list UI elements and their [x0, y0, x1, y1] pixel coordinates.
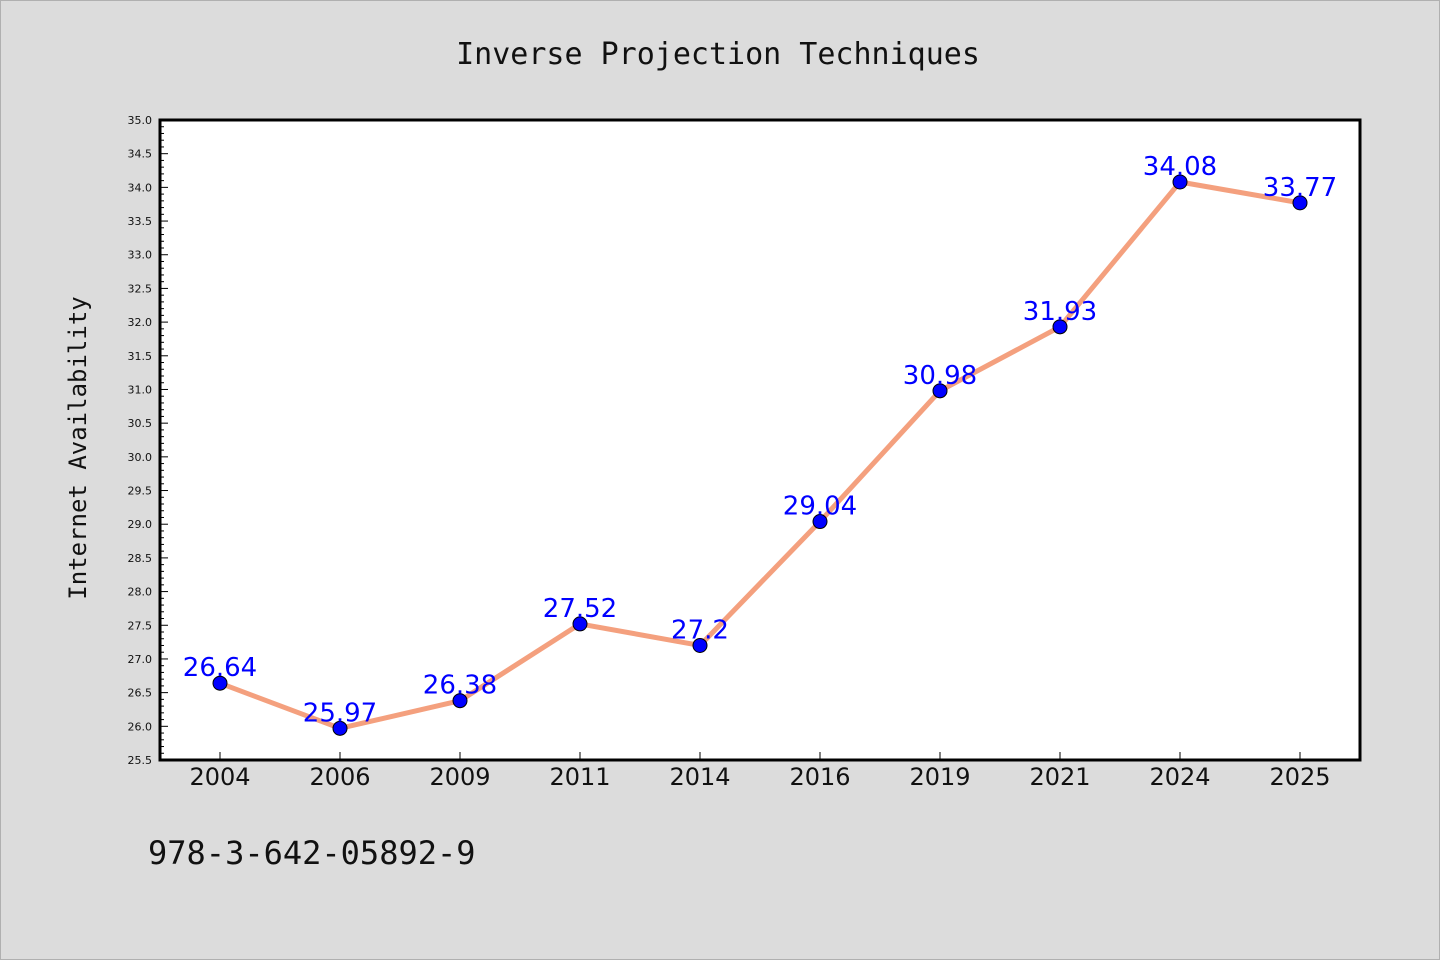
- series-layer: 26.64 25.97 26.38 27.52 27.2 29.04 30.98 31.93 3…: [183, 152, 1337, 736]
- data-point: [1172, 174, 1188, 190]
- x-tick-label: 2011: [549, 763, 610, 791]
- data-label: 25.97: [303, 698, 377, 728]
- y-tick-label: 30.0: [128, 451, 153, 464]
- data-point: [212, 675, 228, 691]
- y-tick-label: 32.0: [128, 316, 153, 329]
- y-tick-label: 35.0: [128, 114, 153, 127]
- chart-title: Inverse Projection Techniques: [456, 37, 980, 72]
- y-tick-label: 31.5: [128, 350, 153, 363]
- data-label: 27.52: [543, 594, 617, 624]
- y-tick-label: 28.5: [128, 552, 153, 565]
- data-point: [932, 383, 948, 399]
- data-label: 27.2: [671, 615, 729, 645]
- y-tick-label: 27.5: [128, 619, 153, 632]
- x-tick-label: 2016: [789, 763, 850, 791]
- y-tick-label: 26.0: [128, 720, 153, 733]
- y-tick-label: 30.5: [128, 417, 153, 430]
- data-point: [692, 637, 708, 653]
- plot-border: [158, 118, 1362, 762]
- data-point: [572, 616, 588, 632]
- y-tick-label: 33.5: [128, 215, 153, 228]
- y-tick-label: 33.0: [128, 249, 153, 262]
- data-label: 33.77: [1263, 173, 1337, 203]
- y-tick-label: 32.5: [128, 282, 153, 295]
- data-point: [332, 720, 348, 736]
- data-label: 34.08: [1143, 152, 1217, 182]
- footer-isbn: 978-3-642-05892-9: [148, 834, 476, 872]
- y-tick-label: 28.0: [128, 586, 153, 599]
- y-tick-label: 31.0: [128, 383, 153, 396]
- y-tick-label: 29.5: [128, 485, 153, 498]
- plot-area: [160, 120, 1360, 760]
- y-axis-ticks: 25.5 26.0 26.5 27.0 27.5 28.0 28.5 29.0 29.5 30.0…: [128, 114, 168, 767]
- data-label: 31.93: [1023, 297, 1097, 327]
- x-tick-label: 2025: [1269, 763, 1330, 791]
- x-axis-ticks: 2004 2006 2009 2011 2014 2016 2019 2021 2024 2025: [189, 752, 1331, 791]
- y-tick-label: 29.0: [128, 518, 153, 531]
- y-tick-label: 27.0: [128, 653, 153, 666]
- data-point: [812, 514, 828, 530]
- x-tick-label: 2024: [1149, 763, 1210, 791]
- x-tick-label: 2004: [189, 763, 250, 791]
- data-label: 29.04: [783, 492, 857, 522]
- data-point: [1052, 319, 1068, 335]
- data-point: [1292, 195, 1308, 211]
- x-tick-label: 2006: [309, 763, 370, 791]
- x-tick-label: 2021: [1029, 763, 1090, 791]
- data-point: [452, 693, 468, 709]
- y-tick-label: 25.5: [128, 754, 153, 767]
- data-label: 26.64: [183, 653, 257, 683]
- data-label: 26.38: [423, 671, 497, 701]
- y-tick-label: 34.5: [128, 148, 153, 161]
- data-label: 30.98: [903, 361, 977, 391]
- x-tick-label: 2014: [669, 763, 730, 791]
- y-axis-label: Internet Availability: [64, 296, 92, 599]
- x-tick-label: 2009: [429, 763, 490, 791]
- x-tick-label: 2019: [909, 763, 970, 791]
- y-tick-label: 34.0: [128, 181, 153, 194]
- y-tick-label: 26.5: [128, 687, 153, 700]
- series-line: [219, 179, 1301, 731]
